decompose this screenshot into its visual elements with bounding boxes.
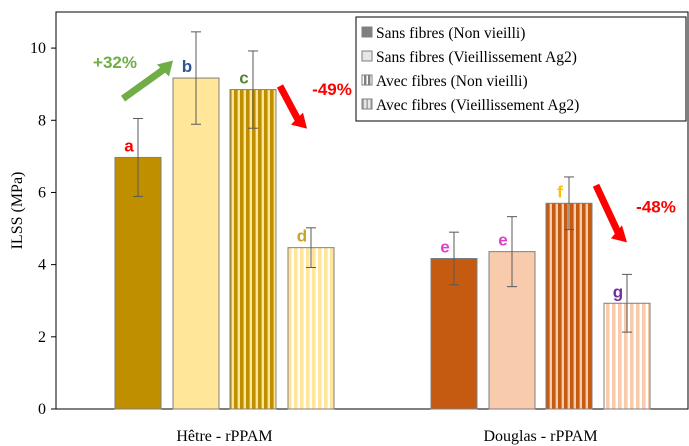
category-label: Douglas - rPPAM	[483, 428, 597, 445]
increase-arrow	[120, 60, 173, 102]
bar-avec-fibres-non-vieilli	[545, 202, 593, 410]
arrow-head	[611, 225, 627, 243]
arrow-shaft	[592, 183, 622, 234]
y-tick-label: 8	[38, 112, 46, 129]
plot-frame	[55, 11, 689, 410]
legend-swatch	[361, 50, 373, 62]
decrease-arrow	[592, 183, 627, 243]
annotation-decrease-hetre: -49%	[312, 80, 352, 99]
significance-letter: f	[557, 182, 563, 201]
arrow-head	[157, 60, 173, 77]
significance-letter: c	[239, 69, 248, 88]
y-axis-title: ILSS (MPa)	[9, 172, 26, 250]
arrow-shaft	[276, 84, 302, 122]
legend-swatch	[361, 98, 373, 110]
legend-box	[355, 16, 687, 122]
legend-label: Sans fibres (Vieillissement Ag2)	[376, 49, 577, 66]
plot-area: 0 2 4 6 8 10 ILSS (MPa) a b c d Hêtre - rPPAM e e f g Do…	[9, 11, 689, 445]
significance-letter: b	[182, 57, 192, 76]
legend-item: Avec fibres (Vieillissement Ag2)	[361, 97, 579, 114]
y-tick-label: 10	[30, 40, 46, 57]
significance-letter: e	[440, 238, 449, 257]
annotation-increase: +32%	[93, 53, 137, 72]
y-tick-label: 6	[38, 184, 46, 201]
legend-label: Avec fibres (Non vieilli)	[376, 73, 528, 90]
legend-label: Sans fibres (Non vieilli)	[376, 25, 525, 42]
legend-item: Sans fibres (Non vieilli)	[361, 25, 525, 42]
legend: Sans fibres (Non vieilli) Sans fibres (Vi…	[355, 16, 687, 122]
arrow-head	[291, 112, 307, 129]
significance-letter: g	[613, 282, 623, 301]
legend-item: Sans fibres (Vieillissement Ag2)	[361, 49, 577, 66]
legend-swatch	[361, 26, 373, 38]
bar-sans-fibres-vieilli	[172, 77, 220, 410]
bar-avec-fibres-vieilli	[287, 247, 335, 410]
legend-item: Avec fibres (Non vieilli)	[361, 73, 528, 90]
decrease-arrow	[276, 84, 307, 129]
significance-letter: a	[124, 136, 134, 155]
annotation-decrease-douglas: -48%	[636, 197, 676, 216]
significance-letter: d	[297, 227, 307, 246]
significance-letter: e	[498, 231, 507, 250]
y-tick-label: 2	[38, 329, 46, 346]
y-tick-label: 0	[38, 401, 46, 418]
arrow-shaft	[120, 65, 168, 102]
legend-swatch	[361, 74, 373, 86]
category-label: Hêtre - rPPAM	[176, 428, 272, 445]
y-tick-label: 4	[38, 257, 46, 274]
bar-avec-fibres-non-vieilli	[229, 89, 277, 410]
legend-label: Avec fibres (Vieillissement Ag2)	[376, 97, 579, 114]
